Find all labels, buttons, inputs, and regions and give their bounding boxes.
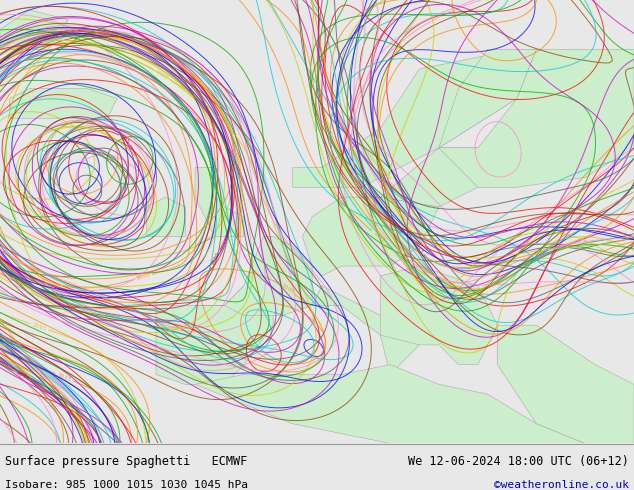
Text: 1015: 1015 <box>411 240 424 255</box>
Text: 1000: 1000 <box>280 282 295 294</box>
Text: 1015: 1015 <box>15 370 30 382</box>
Text: 985: 985 <box>119 134 131 145</box>
Text: Surface pressure Spaghetti   ECMWF: Surface pressure Spaghetti ECMWF <box>5 455 247 468</box>
Text: ©weatheronline.co.uk: ©weatheronline.co.uk <box>494 480 629 490</box>
Text: 1000: 1000 <box>135 272 151 281</box>
Text: 1000: 1000 <box>154 69 169 80</box>
Text: Isobare: 985 1000 1015 1030 1045 hPa: Isobare: 985 1000 1015 1030 1045 hPa <box>5 480 248 490</box>
Text: 1015: 1015 <box>372 230 386 245</box>
Text: 1015: 1015 <box>32 322 47 331</box>
Text: We 12-06-2024 18:00 UTC (06+12): We 12-06-2024 18:00 UTC (06+12) <box>408 455 629 468</box>
Text: 1015: 1015 <box>378 168 391 182</box>
Text: 1015: 1015 <box>56 372 72 382</box>
Text: 1000: 1000 <box>210 251 221 267</box>
